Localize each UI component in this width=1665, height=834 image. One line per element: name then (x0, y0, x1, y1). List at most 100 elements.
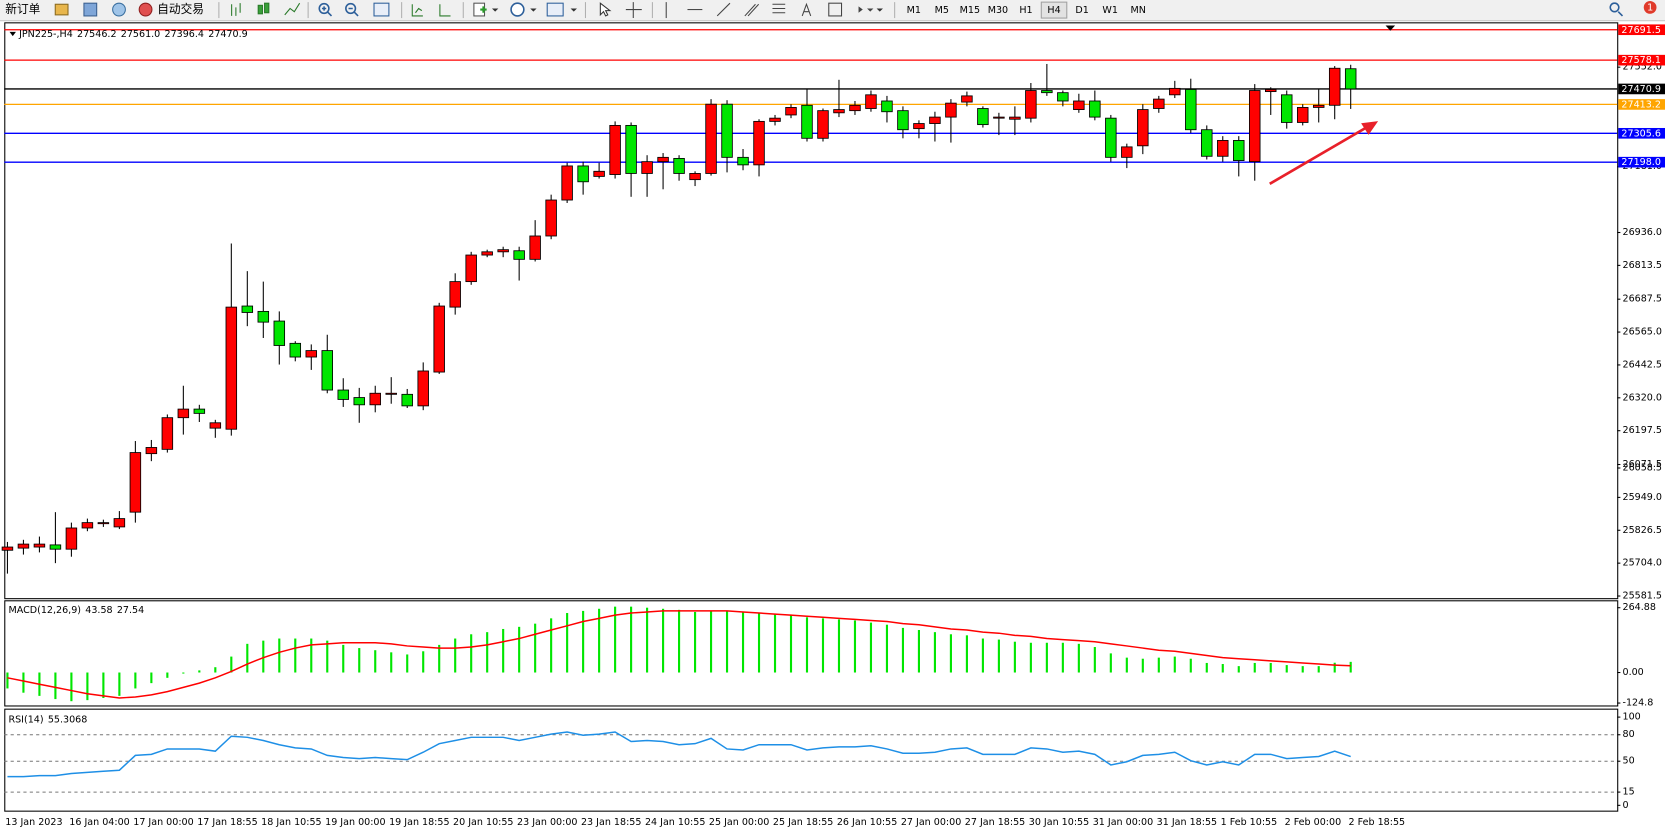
price-level-label: 27470.9 (1621, 84, 1660, 95)
timeframe-button[interactable]: M1 (907, 5, 921, 16)
candle-body (545, 199, 557, 237)
zoom-icons[interactable] (318, 2, 359, 17)
candle-body (961, 95, 973, 103)
candle-body (801, 104, 813, 139)
x-tick-label: 18 Jan 10:55 (261, 817, 321, 828)
label-tool[interactable] (828, 2, 843, 17)
y-tick-label: 26565.0 (1622, 327, 1661, 338)
candle-body (1089, 100, 1101, 118)
shift-icon[interactable] (439, 4, 451, 17)
dropdown[interactable] (570, 8, 577, 12)
candle-body (433, 305, 445, 373)
x-tick-label: 17 Jan 18:55 (197, 817, 257, 828)
candle-body (785, 107, 797, 116)
zoom-out-icon[interactable] (348, 7, 359, 17)
timeframe-button[interactable]: H1 (1019, 5, 1032, 16)
macd-bar (1317, 666, 1320, 673)
candle-body (1121, 146, 1133, 158)
timeframe-button[interactable]: M5 (935, 5, 949, 16)
zoom-in-icon[interactable] (321, 6, 333, 17)
tile-icon[interactable] (373, 2, 390, 17)
macd-bar (342, 644, 345, 673)
auto-trading-icon[interactable] (138, 2, 153, 17)
periods-icon[interactable] (510, 2, 525, 17)
symbol: JPN225-,H4 (18, 28, 73, 39)
header-close: 27470.9 (208, 28, 247, 39)
text-tool[interactable] (801, 2, 812, 17)
macd-bar (1093, 647, 1096, 673)
indicators-icon[interactable] (480, 6, 487, 13)
timeframe-button[interactable]: W1 (1102, 5, 1118, 16)
x-tick-label: 20 Jan 10:55 (453, 817, 513, 828)
macd-bar (693, 611, 697, 673)
macd-bar (1029, 642, 1032, 673)
macd-bar (1253, 662, 1256, 673)
zoom-out-icon[interactable] (345, 2, 357, 15)
timeframe-button[interactable]: MN (1130, 5, 1145, 16)
macd-bar (821, 618, 825, 673)
macd-title: MACD(12,26,9) (9, 604, 82, 615)
macd-bar (1301, 666, 1304, 673)
candle-body (305, 350, 318, 358)
candle-icon[interactable] (257, 4, 263, 15)
line-icon[interactable] (284, 2, 301, 16)
macd-bar (1157, 657, 1160, 673)
dropdown[interactable] (530, 8, 537, 12)
search-icon[interactable] (1609, 2, 1624, 17)
macd-bar (150, 672, 153, 684)
rsi-value: 55.3068 (48, 714, 87, 725)
channel-tool[interactable] (744, 3, 760, 17)
templates-icon[interactable] (546, 2, 564, 17)
timeframe-button[interactable]: D1 (1075, 5, 1088, 16)
candle-body (1185, 89, 1197, 131)
candle-body (1009, 116, 1021, 120)
annotation-arrowhead (1361, 121, 1379, 135)
x-tick-label: 31 Jan 18:55 (1157, 817, 1217, 828)
timeframe-button[interactable]: M15 (960, 5, 980, 16)
icon[interactable] (54, 3, 69, 16)
rsi-line (7, 731, 1351, 778)
fibo-tool[interactable] (772, 3, 786, 14)
y-tick-label: 100 (1622, 712, 1640, 723)
x-tick-label: 16 Jan 04:00 (69, 817, 129, 828)
y-tick-label: 264.88 (1622, 602, 1655, 613)
crosshair-tool[interactable] (625, 2, 642, 19)
candle-body (993, 116, 1005, 119)
price-level-label-bg (1618, 156, 1665, 168)
price-level-label: 27413.2 (1621, 99, 1660, 110)
candle-body (1249, 90, 1261, 163)
candle-body (1, 546, 14, 551)
icon[interactable] (112, 2, 126, 17)
trendline-tool[interactable] (716, 2, 731, 17)
candle-icon[interactable] (264, 2, 270, 14)
bar-chart-icon[interactable] (231, 3, 241, 16)
macd-bar (358, 648, 361, 673)
timeframe-button[interactable]: H4 (1047, 5, 1060, 16)
timeframe-button[interactable]: M30 (988, 5, 1008, 16)
macd-bar (789, 615, 793, 673)
candle-body (273, 320, 286, 346)
candle-body (177, 408, 190, 419)
autoscroll-icon[interactable] (411, 4, 423, 17)
candle-body (113, 518, 126, 528)
new-order-button[interactable]: 新订单 (5, 2, 40, 16)
x-tick-label: 19 Jan 00:00 (325, 817, 385, 828)
candle-body (49, 544, 62, 550)
auto-trading-button[interactable]: 自动交易 (157, 2, 204, 16)
macd-bar (422, 651, 425, 673)
y-tick-label: 50 (1622, 756, 1634, 767)
notification-badge[interactable] (1643, 1, 1657, 14)
zoom-in-icon[interactable] (318, 2, 330, 15)
icon[interactable] (83, 2, 98, 17)
dropdown[interactable] (491, 8, 499, 12)
dropdown[interactable] (876, 8, 883, 12)
active-timeframe[interactable] (1040, 1, 1068, 19)
header-low: 27396.4 (165, 28, 204, 39)
candle-body (913, 123, 925, 130)
chart-type-icons[interactable] (231, 2, 301, 16)
candle-body (497, 249, 509, 253)
y-tick-label: 26071.5 (1622, 459, 1661, 470)
notification-count[interactable]: 1 (1647, 2, 1653, 13)
arrows-tool[interactable] (858, 6, 874, 13)
cursor-tool[interactable] (599, 2, 612, 17)
